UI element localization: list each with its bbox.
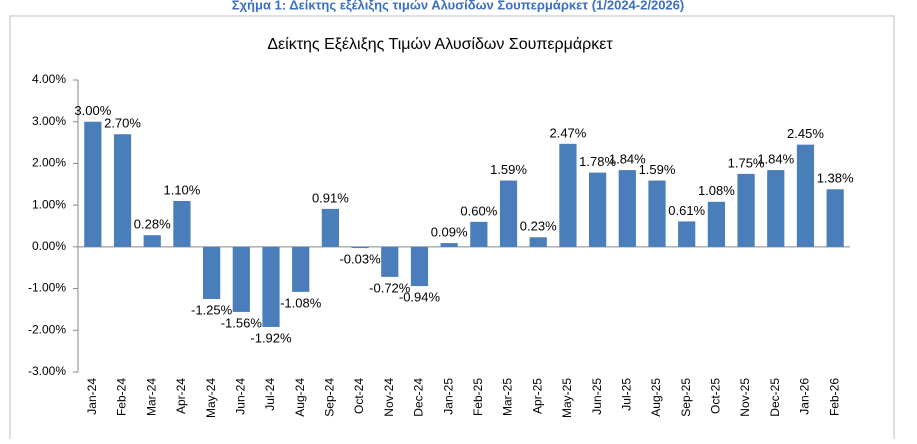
- x-tick-label: Mar-25: [501, 378, 515, 416]
- x-tick-label: Oct-24: [352, 378, 366, 414]
- bar: [529, 237, 547, 247]
- bar: [826, 189, 844, 247]
- x-tick-label: Jun-24: [233, 378, 247, 415]
- x-tick-label: Jul-25: [619, 378, 633, 411]
- value-label: 0.28%: [134, 217, 171, 232]
- chart-title: Δείκτης Εξέλιξης Τιμών Αλυσίδων Σουπερμά…: [267, 36, 613, 53]
- value-label: 1.38%: [817, 171, 854, 186]
- x-tick-label: Sep-25: [679, 378, 693, 417]
- bar: [767, 170, 785, 247]
- x-tick-label: Jan-25: [441, 378, 455, 415]
- bar: [589, 172, 607, 247]
- bar: [648, 180, 666, 247]
- value-label: 0.23%: [520, 219, 557, 234]
- x-tick-label: May-24: [204, 378, 218, 418]
- value-label: -1.08%: [280, 295, 322, 310]
- bar: [737, 173, 755, 247]
- value-label: -0.94%: [399, 290, 441, 305]
- value-label: 1.59%: [639, 162, 676, 177]
- bar: [410, 246, 429, 287]
- x-tick-label: Feb-25: [471, 378, 485, 416]
- x-tick-label: Aug-24: [293, 378, 307, 417]
- bar: [203, 246, 221, 299]
- bar: [173, 200, 191, 247]
- value-label: 1.10%: [163, 182, 200, 197]
- value-label: 1.78%: [579, 154, 616, 169]
- x-tick-label: Apr-24: [174, 378, 188, 414]
- bar: [707, 201, 725, 247]
- bar: [84, 121, 102, 247]
- x-tick-label: Aug-25: [649, 378, 663, 417]
- x-tick-label: Apr-25: [530, 378, 544, 414]
- value-label: 0.09%: [431, 225, 468, 240]
- value-label: 1.84%: [609, 152, 646, 167]
- figure-caption: Σχήμα 1: Δείκτης εξέλιξης τιμών Αλυσίδων…: [232, 0, 684, 12]
- x-tick-label: Feb-24: [115, 378, 129, 416]
- value-label: -0.72%: [369, 280, 411, 295]
- bar: [381, 246, 399, 277]
- bar: [678, 221, 696, 247]
- value-label: -0.03%: [339, 252, 381, 267]
- bar: [470, 221, 488, 247]
- y-tick-label: 1.00%: [32, 197, 66, 211]
- y-tick-label: 4.00%: [32, 72, 66, 86]
- value-label: 1.75%: [728, 155, 765, 170]
- x-tick-label: Oct-25: [709, 378, 723, 414]
- value-label: 3.00%: [74, 103, 111, 118]
- x-tick-label: Dec-25: [768, 378, 782, 417]
- bar: [440, 243, 458, 247]
- bar: [618, 170, 636, 247]
- value-label: 2.70%: [104, 116, 141, 131]
- bar: [559, 143, 577, 247]
- bar: [113, 134, 132, 247]
- bar: [321, 208, 339, 247]
- bar: [262, 246, 280, 327]
- y-tick-label: 2.00%: [32, 156, 66, 170]
- value-label: -1.92%: [250, 330, 292, 345]
- value-label: 2.47%: [549, 125, 586, 140]
- bar: [351, 246, 369, 249]
- value-label: -1.56%: [221, 315, 263, 330]
- y-tick-label: -1.00%: [28, 281, 66, 295]
- value-label: 1.84%: [757, 152, 794, 167]
- x-tick-label: Nov-24: [382, 378, 396, 417]
- value-label: 1.59%: [490, 162, 527, 177]
- value-label: 0.61%: [668, 203, 705, 218]
- bar: [232, 246, 250, 312]
- value-label: 0.91%: [312, 190, 349, 205]
- value-label: 0.60%: [460, 203, 497, 218]
- bar: [143, 235, 161, 247]
- x-tick-label: Jan-24: [85, 378, 99, 415]
- x-tick-label: Mar-24: [144, 378, 158, 416]
- y-tick-label: 3.00%: [32, 114, 66, 128]
- value-label: 1.08%: [698, 183, 735, 198]
- chart-frame: [9, 15, 895, 444]
- x-tick-label: Sep-24: [323, 378, 337, 417]
- x-tick-label: May-25: [560, 378, 574, 418]
- bar: [292, 246, 310, 292]
- x-tick-label: Jun-25: [590, 378, 604, 415]
- y-tick-label: 0.00%: [32, 239, 66, 253]
- y-tick-label: -3.00%: [28, 364, 66, 378]
- x-tick-label: Nov-25: [738, 378, 752, 417]
- value-label: 2.45%: [787, 126, 824, 141]
- x-tick-label: Feb-26: [827, 378, 841, 416]
- bar: [796, 144, 815, 247]
- x-tick-label: Jul-24: [263, 378, 277, 411]
- x-tick-label: Dec-24: [412, 378, 426, 417]
- x-tick-label: Jan-26: [798, 378, 812, 415]
- bar: [499, 180, 518, 247]
- value-label: -1.25%: [191, 302, 233, 317]
- y-tick-label: -2.00%: [28, 322, 66, 336]
